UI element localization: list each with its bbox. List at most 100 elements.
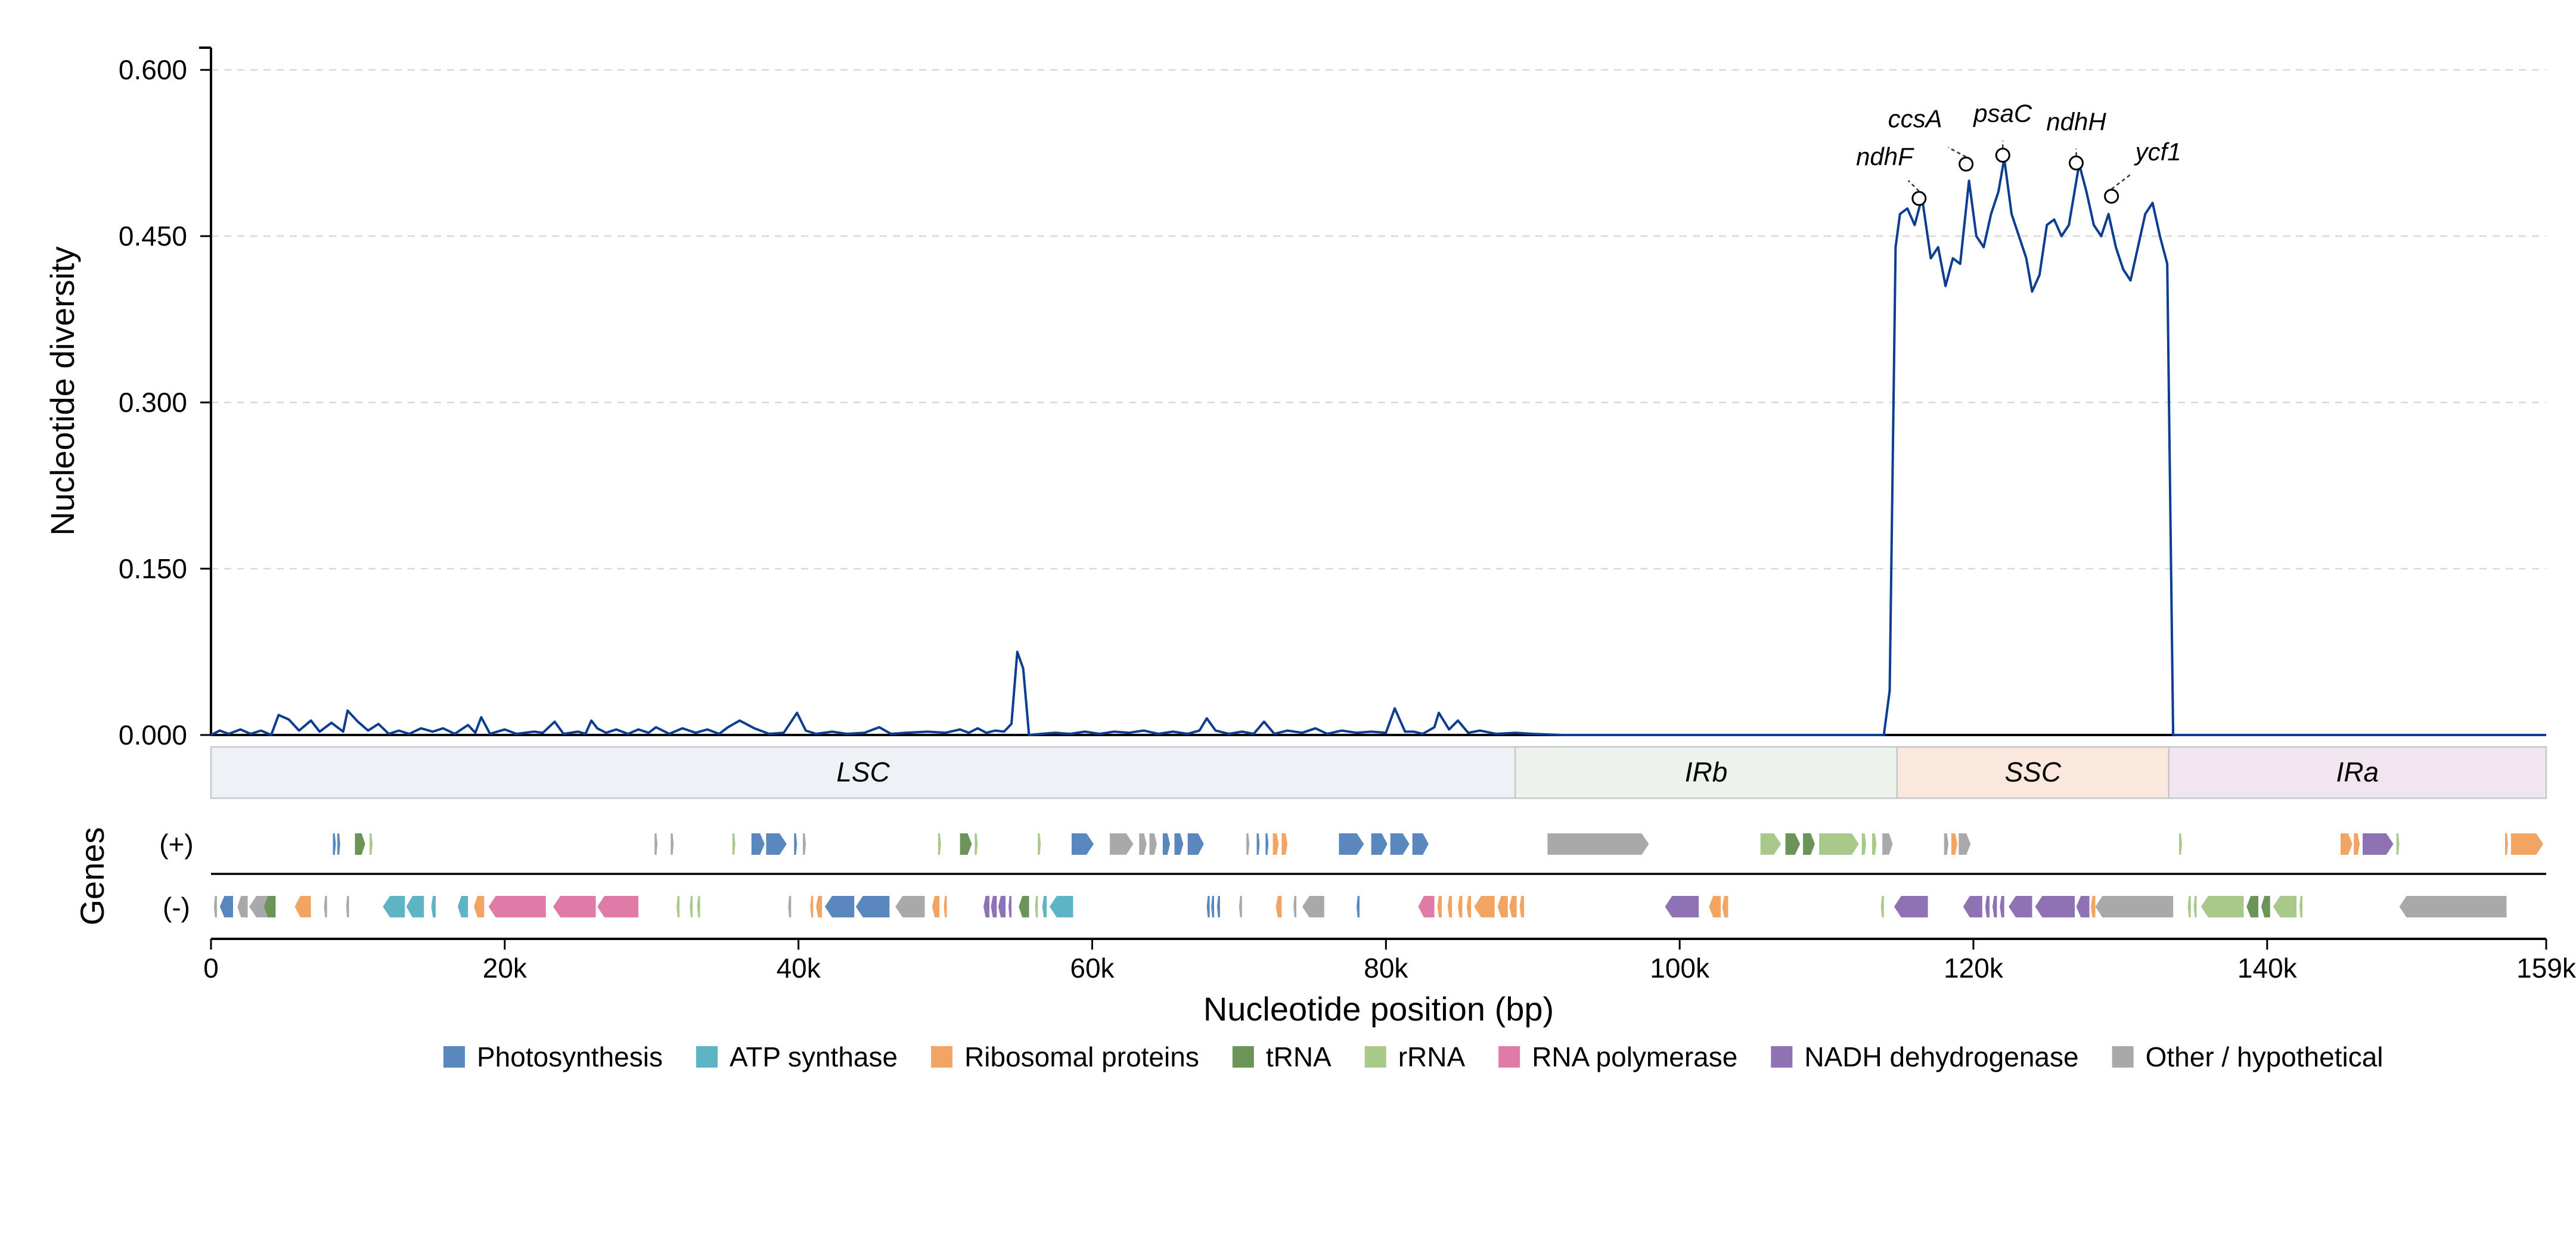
legend-label: RNA polymerase [1532,1041,1737,1072]
gene-arrow [213,896,217,917]
legend-swatch [1771,1046,1793,1068]
gene-arrow [1174,833,1184,855]
gene-arrow [1722,896,1728,917]
gene-arrow [1110,833,1134,855]
gene-track: Genes (+) (-) 0 20k 40k 60k 80k 100k 120k 140k 1… [73,827,2576,984]
gene-arrow [1038,833,1041,855]
gene-arrow [690,896,693,917]
gene-arrow [1339,833,1364,855]
gene-arrow [2510,833,2544,855]
x-axis-title: Nucleotide position (bp) [1203,990,1554,1028]
gene-arrow [855,896,890,917]
peak-label: ccsA [1888,104,1942,132]
gene-arrow [458,896,468,917]
gene-arrow [991,896,997,917]
region-label: SSC [2004,756,2061,787]
gene-arrow [1880,896,1884,917]
peak-label: ycf1 [2134,138,2181,166]
genome-region-bar: LSC IRb SSC IRa [210,746,2547,799]
legend-label: Ribosomal proteins [964,1041,1199,1072]
gene-arrow [1882,833,1893,855]
gene-arrow [1509,896,1517,917]
gene-arrow [370,833,373,855]
x-tick-label: 100k [1650,953,1710,984]
gene-arrow [474,896,485,917]
legend-swatch [1364,1046,1386,1068]
gene-arrow [2363,833,2394,855]
region-label: LSC [836,756,890,787]
gene-arrow [1458,896,1463,917]
gene-arrow [938,833,941,855]
gene-arrow [1206,896,1210,917]
x-tick-label: 20k [483,953,527,984]
legend-label: Other / hypothetical [2146,1041,2383,1072]
peak-marker [1995,147,2010,163]
gene-arrow [2299,896,2302,917]
gene-arrow [794,833,797,855]
gene-arrow [383,896,405,917]
gene-arrow [333,833,336,855]
gene-arrow [1447,896,1453,917]
gene-arrow [1281,833,1288,855]
gene-arrow [1418,896,1435,917]
gene-arrow [2193,896,2197,917]
gene-arrow [788,896,792,917]
region-block [1896,746,2170,799]
gene-arrow [2354,833,2360,855]
gene-arrow [337,833,340,855]
gene-arrow [1187,833,1204,855]
gene-arrow [654,833,658,855]
y-tick-label: 0.300 [119,387,187,418]
gene-arrow [1951,833,1957,855]
gene-arrow [406,896,424,917]
gene-arrow [1819,833,1859,855]
gene-arrow [2273,896,2297,917]
gene-arrow [2187,896,2191,917]
x-tick-label: 140k [2237,953,2298,984]
gene-arrow [1246,833,1250,855]
gene-arrow [1963,896,1982,917]
peak-marker [1911,191,1927,206]
gene-arrow [1035,896,1038,917]
legend-label: rRNA [1398,1041,1466,1072]
gene-arrow [1872,833,1877,855]
gene-arrow [1861,833,1867,855]
x-tick-label: 159k [2516,953,2576,984]
gridlines [211,69,2546,570]
region-block [210,746,1516,799]
peak-annotations: ndhF ccsA psaC ndhH ycf1 [1856,99,2181,206]
legend-swatch [1498,1046,1520,1068]
x-tick-label: 80k [1364,953,1408,984]
x-tick-label: 60k [1070,953,1115,984]
gene-arrow [944,896,947,917]
legend-label: tRNA [1266,1041,1332,1072]
gene-arrow [676,896,680,917]
gene-arrow [1785,833,1801,855]
legend-swatch [696,1046,718,1068]
gene-arrow [1042,896,1047,917]
region-block [2168,746,2547,799]
peak-marker [2068,155,2084,170]
gene-arrow [1275,896,1282,917]
peak-marker [1959,156,1974,172]
legend-swatch [2112,1046,2134,1068]
gene-arrow [1709,896,1721,917]
gene-arrow [2201,896,2244,917]
gene-arrow [671,833,674,855]
gene-arrow [2035,896,2075,917]
gene-arrow [1985,896,1990,917]
legend-swatch [443,1046,465,1068]
legend-label: Photosynthesis [477,1041,663,1072]
legend-label: ATP synthase [730,1041,898,1072]
gene-arrow [346,896,349,917]
gene-arrow [816,896,823,917]
y-tick-label: 0.150 [119,553,187,584]
gene-arrow [1894,896,1928,917]
y-tick-label: 0.450 [119,221,187,252]
gene-arrow [1944,833,1949,855]
peak-leader-line [1948,147,1967,158]
gene-arrow [983,896,989,917]
region-block [1514,746,1898,799]
gene-arrow [1302,896,1324,917]
gene-arrow [1803,833,1815,855]
